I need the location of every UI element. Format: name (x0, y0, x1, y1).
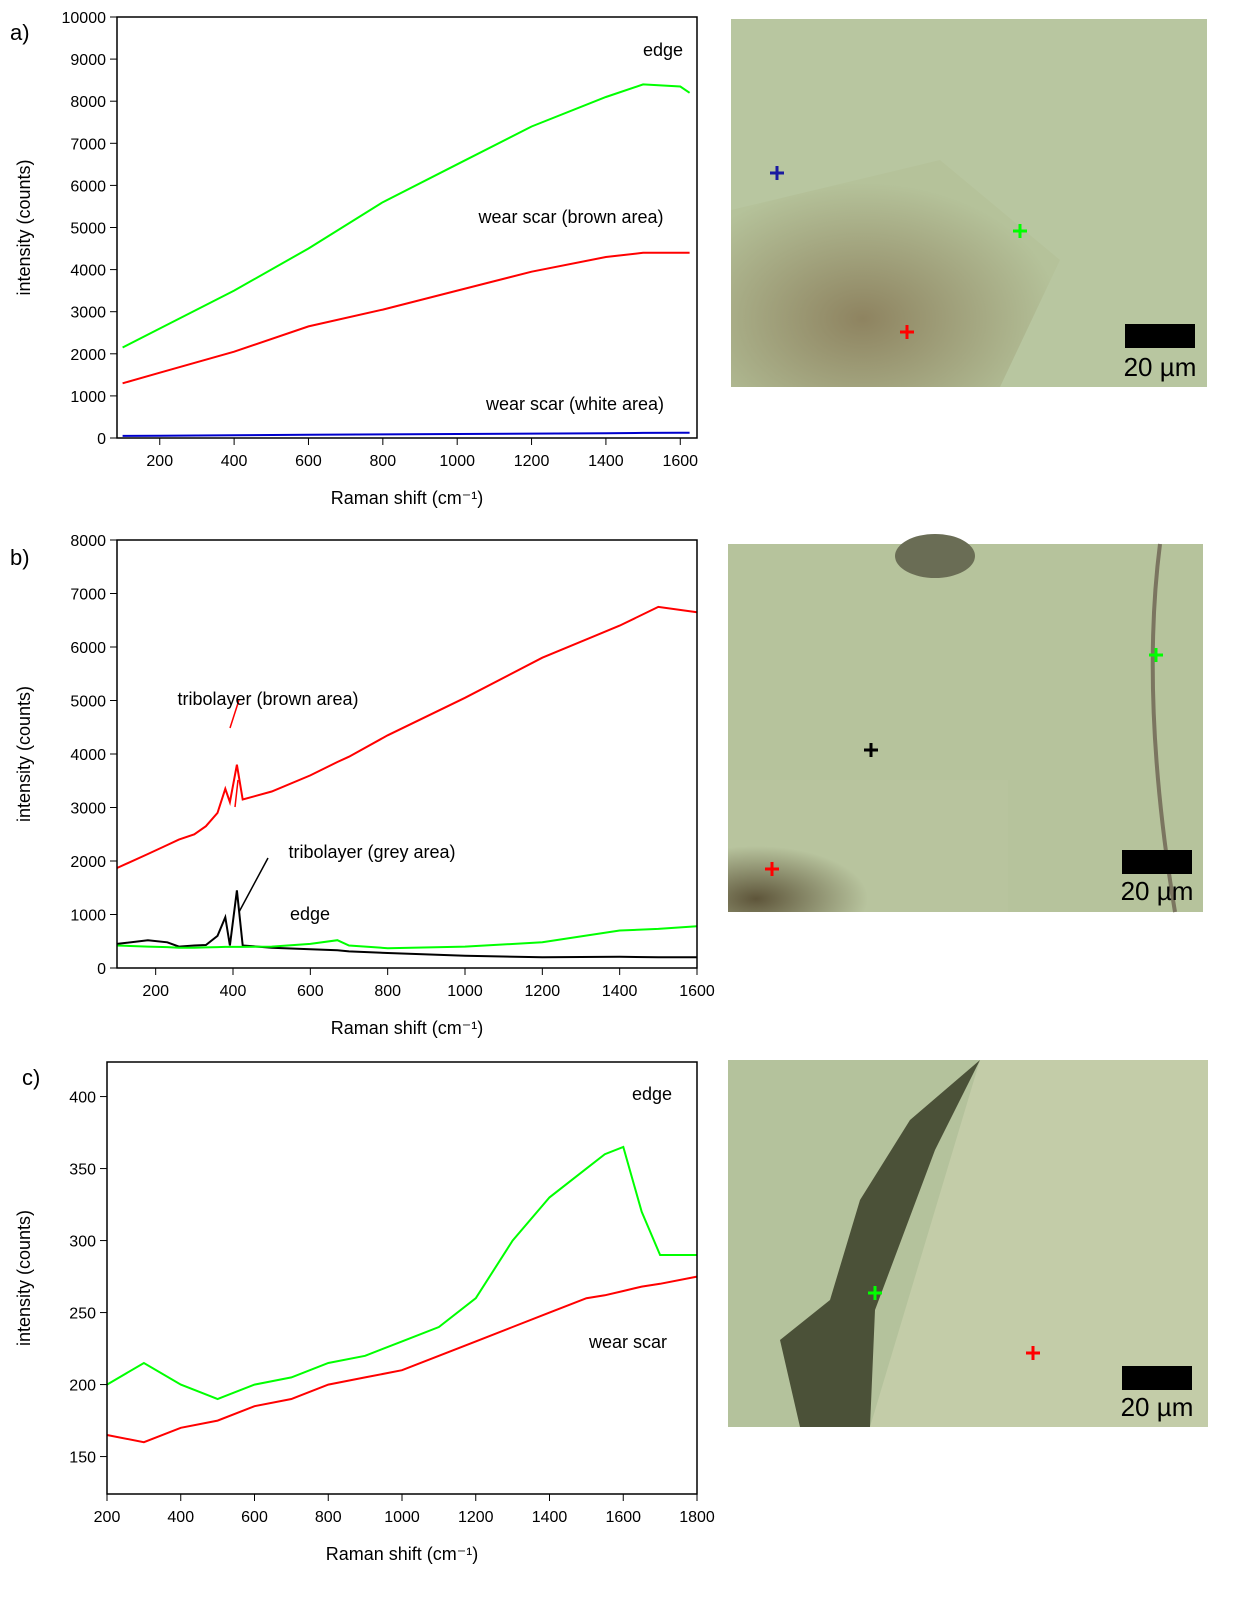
scale-label: 20 µm (1121, 1392, 1194, 1422)
y-tick-label: 10000 (62, 10, 107, 27)
y-tick-label: 7000 (70, 587, 106, 604)
plot-frame (116, 539, 698, 969)
series-line (106, 1275, 698, 1444)
micrograph-a (731, 19, 1207, 387)
y-tick-label: 3000 (70, 305, 106, 322)
y-tick-label: 6000 (70, 178, 106, 195)
series-line (122, 251, 690, 385)
x-axis-label: Raman shift (cm⁻¹) (331, 1018, 484, 1038)
y-tick-label: 150 (69, 1450, 96, 1467)
x-tick-label: 400 (220, 983, 247, 1000)
micrograph-b (728, 534, 1203, 913)
micrograph-c (728, 1060, 1208, 1427)
x-tick-label: 1200 (458, 1509, 494, 1526)
x-tick-label: 1600 (679, 983, 715, 1000)
x-tick-label: 1200 (514, 453, 550, 470)
x-tick-label: 1600 (662, 453, 698, 470)
x-tick-label: 600 (295, 453, 322, 470)
series-line (116, 605, 698, 869)
leader-line (238, 857, 269, 913)
series-label: tribolayer (brown area) (177, 689, 358, 709)
y-tick-label: 1000 (70, 908, 106, 925)
y-tick-label: 7000 (70, 136, 106, 153)
y-tick-label: 2000 (70, 854, 106, 871)
x-tick-label: 600 (241, 1509, 268, 1526)
y-tick-label: 6000 (70, 640, 106, 657)
series-label: edge (643, 40, 683, 60)
y-tick-label: 8000 (70, 94, 106, 111)
x-tick-label: 400 (221, 453, 248, 470)
y-tick-label: 1000 (70, 389, 106, 406)
x-tick-label: 1200 (525, 983, 561, 1000)
series-line (122, 431, 690, 437)
x-tick-label: 200 (142, 983, 169, 1000)
panel-label: b) (10, 545, 30, 570)
series-label: tribolayer (grey area) (288, 842, 455, 862)
y-tick-label: 4000 (70, 747, 106, 764)
x-tick-label: 1000 (384, 1509, 420, 1526)
y-tick-label: 5000 (70, 221, 106, 238)
scale-label: 20 µm (1121, 876, 1194, 906)
series-label: edge (632, 1084, 672, 1104)
y-tick-label: 5000 (70, 694, 106, 711)
x-tick-label: 1400 (602, 983, 638, 1000)
y-tick-label: 200 (69, 1378, 96, 1395)
y-tick-label: 3000 (70, 801, 106, 818)
panel-label: a) (10, 20, 30, 45)
x-tick-label: 1600 (605, 1509, 641, 1526)
series-label: wear scar (brown area) (477, 207, 663, 227)
plot-frame (106, 1061, 698, 1495)
y-tick-label: 0 (97, 431, 106, 448)
x-tick-label: 800 (374, 983, 401, 1000)
x-tick-label: 600 (297, 983, 324, 1000)
series-line (106, 1145, 697, 1401)
y-tick-label: 350 (69, 1162, 96, 1179)
y-tick-label: 0 (97, 961, 106, 978)
x-tick-label: 800 (315, 1509, 342, 1526)
y-tick-label: 8000 (70, 533, 106, 550)
x-tick-label: 400 (167, 1509, 194, 1526)
x-tick-label: 800 (369, 453, 396, 470)
x-tick-label: 200 (94, 1509, 121, 1526)
series-label: edge (290, 904, 330, 924)
x-axis-label: Raman shift (cm⁻¹) (331, 488, 484, 508)
series-label: wear scar (588, 1332, 667, 1352)
panel-label: c) (22, 1065, 40, 1090)
y-tick-label: 250 (69, 1306, 96, 1323)
y-tick-label: 2000 (70, 347, 106, 364)
scale-label: 20 µm (1124, 352, 1197, 382)
x-tick-label: 1400 (532, 1509, 568, 1526)
x-tick-label: 200 (146, 453, 173, 470)
x-tick-label: 1000 (439, 453, 475, 470)
y-tick-label: 9000 (70, 52, 106, 69)
y-tick-label: 300 (69, 1234, 96, 1251)
series-line (116, 890, 697, 959)
x-tick-label: 1800 (679, 1509, 715, 1526)
x-tick-label: 1400 (588, 453, 624, 470)
y-tick-label: 400 (69, 1090, 96, 1107)
y-axis-label: intensity (counts) (14, 1210, 34, 1346)
x-axis-label: Raman shift (cm⁻¹) (326, 1544, 479, 1564)
series-line (122, 83, 691, 349)
plot-frame (116, 16, 698, 439)
y-axis-label: intensity (counts) (14, 159, 34, 295)
leader-line (229, 699, 240, 808)
y-tick-label: 4000 (70, 263, 106, 280)
y-axis-label: intensity (counts) (14, 686, 34, 822)
series-label: wear scar (white area) (485, 394, 664, 414)
series-line (116, 925, 698, 950)
x-tick-label: 1000 (447, 983, 483, 1000)
